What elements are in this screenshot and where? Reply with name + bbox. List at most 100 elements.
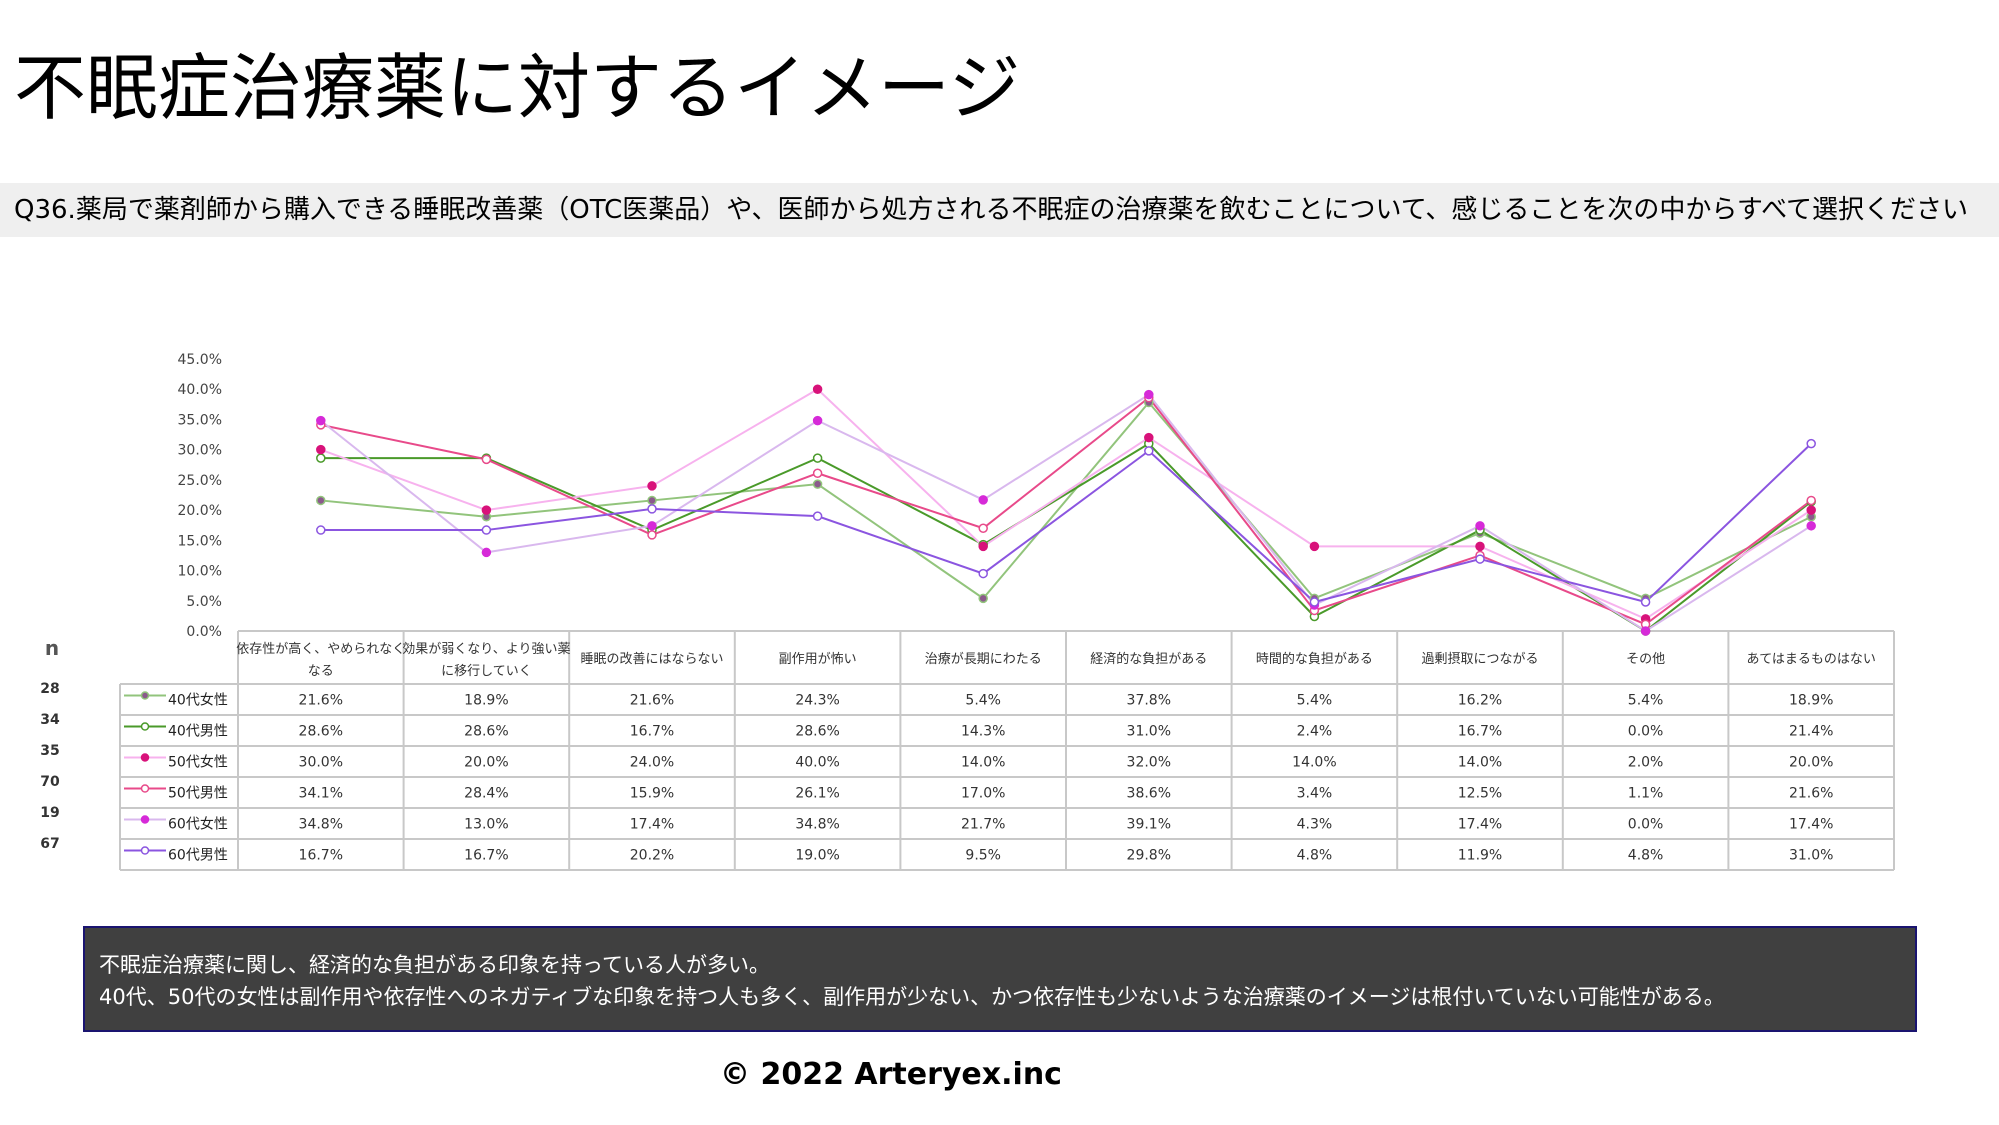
data-point [812,479,823,489]
y-tick-label: 0.0% [186,624,222,640]
y-tick-label: 40.0% [178,382,222,398]
series-line [320,396,1812,626]
data-cell: 12.5% [1458,786,1502,802]
legend-label: 60代男性 [168,848,228,864]
data-point [978,523,988,533]
data-cell: 17.4% [1458,817,1502,833]
data-point [481,505,492,515]
data-cell: 14.0% [1292,755,1336,771]
data-cell: 21.7% [961,817,1005,833]
data-cell: 24.3% [795,693,839,709]
data-cell: 2.4% [1297,724,1333,740]
data-cell: 34.1% [299,786,343,802]
y-tick-label: 25.0% [178,473,222,489]
data-cell: 31.0% [1789,848,1833,864]
data-cell: 4.3% [1297,817,1333,833]
data-cell: 29.8% [1127,848,1171,864]
data-cell: 11.9% [1458,848,1502,864]
summary-box: 不眠症治療薬に関し、経済的な負担がある印象を持っている人が多い。 40代、50代… [83,926,1917,1032]
category-label: 副作用が怖い [779,651,857,667]
data-cell: 3.4% [1297,786,1333,802]
data-point [481,547,492,558]
data-point [1475,541,1485,552]
data-point [1144,446,1154,456]
data-point [1144,432,1154,443]
data-cell: 14.0% [961,755,1005,771]
legend-label: 50代女性 [168,754,228,771]
data-point [647,504,657,514]
data-cell: 20.2% [630,848,674,864]
data-point [481,525,492,535]
data-cell: 28.6% [464,724,508,740]
data-cell: 28.4% [464,786,508,802]
data-point [1475,554,1485,564]
category-label: 治療が長期にわたる [925,652,1042,667]
data-point [1640,597,1651,607]
y-tick-label: 30.0% [178,443,222,459]
data-cell: 16.7% [299,848,343,864]
data-cell: 17.0% [961,786,1005,802]
legend-swatch-marker [140,691,150,700]
data-cell: 4.8% [1628,848,1664,864]
n-value: 70 [40,774,60,790]
data-point [812,415,823,426]
data-point [812,511,823,521]
legend-swatch-marker [140,722,150,731]
category-label: なる [308,664,334,679]
data-cell: 34.8% [795,817,839,833]
data-cell: 21.6% [1789,786,1833,802]
data-cell: 16.7% [1458,724,1502,740]
data-cell: 20.0% [1789,755,1833,771]
data-cell: 5.4% [1628,693,1664,709]
legend-swatch-marker [140,846,150,855]
data-point [316,525,326,535]
data-point [647,521,657,531]
data-point [1309,597,1320,607]
n-value: 34 [40,712,60,728]
data-cell: 16.7% [630,724,674,740]
data-point [1806,505,1816,515]
data-cell: 16.7% [464,848,508,864]
data-cell: 16.2% [1458,693,1502,709]
data-cell: 9.5% [965,848,1001,864]
data-cell: 40.0% [795,755,839,771]
series-line [320,442,1812,604]
data-cell: 13.0% [464,817,508,833]
data-point [812,468,823,478]
data-point [812,453,823,463]
data-cell: 38.6% [1127,786,1171,802]
data-cell: 39.1% [1127,817,1171,833]
data-point [316,495,326,506]
data-cell: 18.9% [1789,693,1833,709]
y-tick-label: 20.0% [178,503,222,519]
data-cell: 14.3% [961,724,1005,740]
y-tick-label: 35.0% [178,412,222,428]
legend-swatch-marker [140,815,150,824]
summary-line-1: 不眠症治療薬に関し、経済的な負担がある印象を持っている人が多い。 [99,953,770,977]
page-title: 不眠症治療薬に対するイメージ [14,46,1021,130]
data-point [1806,521,1816,531]
line-chart: 0.0% 5.0% 10.0% 15.0% 20.0% 25.0% 30.0% 35.0% 40… [40,352,1895,871]
data-cell: 19.0% [795,848,839,864]
copyright: © 2022 Arteryex.inc [720,1057,1062,1092]
data-point [316,453,326,463]
data-point [316,444,326,455]
y-tick-label: 15.0% [178,533,222,549]
data-cell: 20.0% [464,755,508,771]
data-point [1806,495,1816,506]
data-cell: 30.0% [299,755,343,771]
category-label: に移行していく [441,664,532,679]
data-cell: 28.6% [299,724,343,740]
data-cell: 17.4% [1789,817,1833,833]
data-cell: 21.4% [1789,724,1833,740]
category-label: 時間的な負担がある [1256,651,1373,667]
series-line [320,442,1812,633]
data-point [647,495,657,506]
data-cell: 18.9% [464,693,508,709]
data-cell: 26.1% [795,786,839,802]
category-label: 効果が弱くなり、より強い薬 [402,642,570,657]
category-label: 経済的な負担がある [1090,651,1207,667]
data-cell: 0.0% [1628,724,1664,740]
data-cell: 21.6% [630,693,674,709]
legend-label: 40代男性 [168,724,228,740]
